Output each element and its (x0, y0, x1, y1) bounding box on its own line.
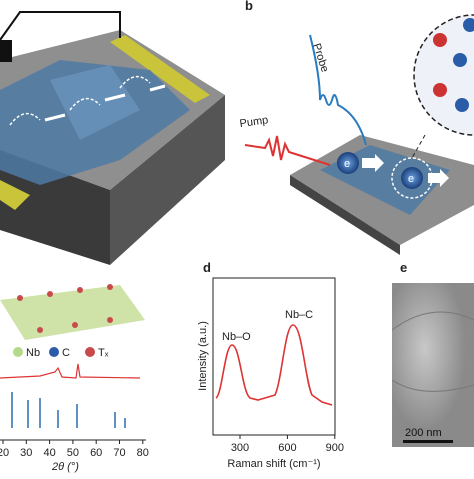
panel-c: Nb C Tₓ 20 30 40 50 60 70 80 2θ (°) (0, 284, 149, 473)
x-tick-label: 60 (90, 447, 102, 459)
panel-a (0, 11, 225, 265)
legend-label: Tₓ (98, 347, 109, 359)
legend-label: Nb (26, 347, 40, 359)
panel-e: e 200 nm (391, 260, 474, 447)
panel-label: e (400, 260, 407, 275)
peak-label: Nb–O (222, 331, 251, 343)
panel-label: d (203, 260, 211, 275)
legend-marker (49, 347, 59, 357)
probe-label: Probe (310, 42, 330, 74)
x-tick-label: 20 (0, 447, 9, 459)
x-axis-label: 2θ (°) (51, 461, 79, 473)
electron-label: e (344, 158, 350, 170)
legend-marker (13, 347, 23, 357)
panel-d: d Intensity (a.u.) Nb–O Nb–C 300 600 900 R… (197, 260, 344, 470)
peak-label: Nb–C (285, 309, 313, 321)
x-tick-label: 30 (20, 447, 32, 459)
legend-marker (85, 347, 95, 357)
scale-bar-label: 200 nm (405, 427, 442, 439)
x-tick-label: 300 (231, 442, 249, 454)
y-axis-label: Intensity (a.u.) (197, 321, 209, 391)
x-tick-label: 900 (326, 442, 344, 454)
panel-label: b (245, 0, 253, 13)
electron-label: e (408, 173, 414, 185)
x-tick-label: 50 (67, 447, 79, 459)
x-tick-label: 40 (43, 447, 55, 459)
pump-label: Pump (239, 114, 269, 130)
x-tick-label: 70 (113, 447, 125, 459)
x-axis-label: Raman shift (cm⁻¹) (227, 458, 320, 470)
panel-b: b Probe Pump e e (239, 0, 474, 255)
x-tick-label: 600 (278, 442, 296, 454)
x-tick-label: 80 (137, 447, 149, 459)
legend-label: C (62, 347, 70, 359)
